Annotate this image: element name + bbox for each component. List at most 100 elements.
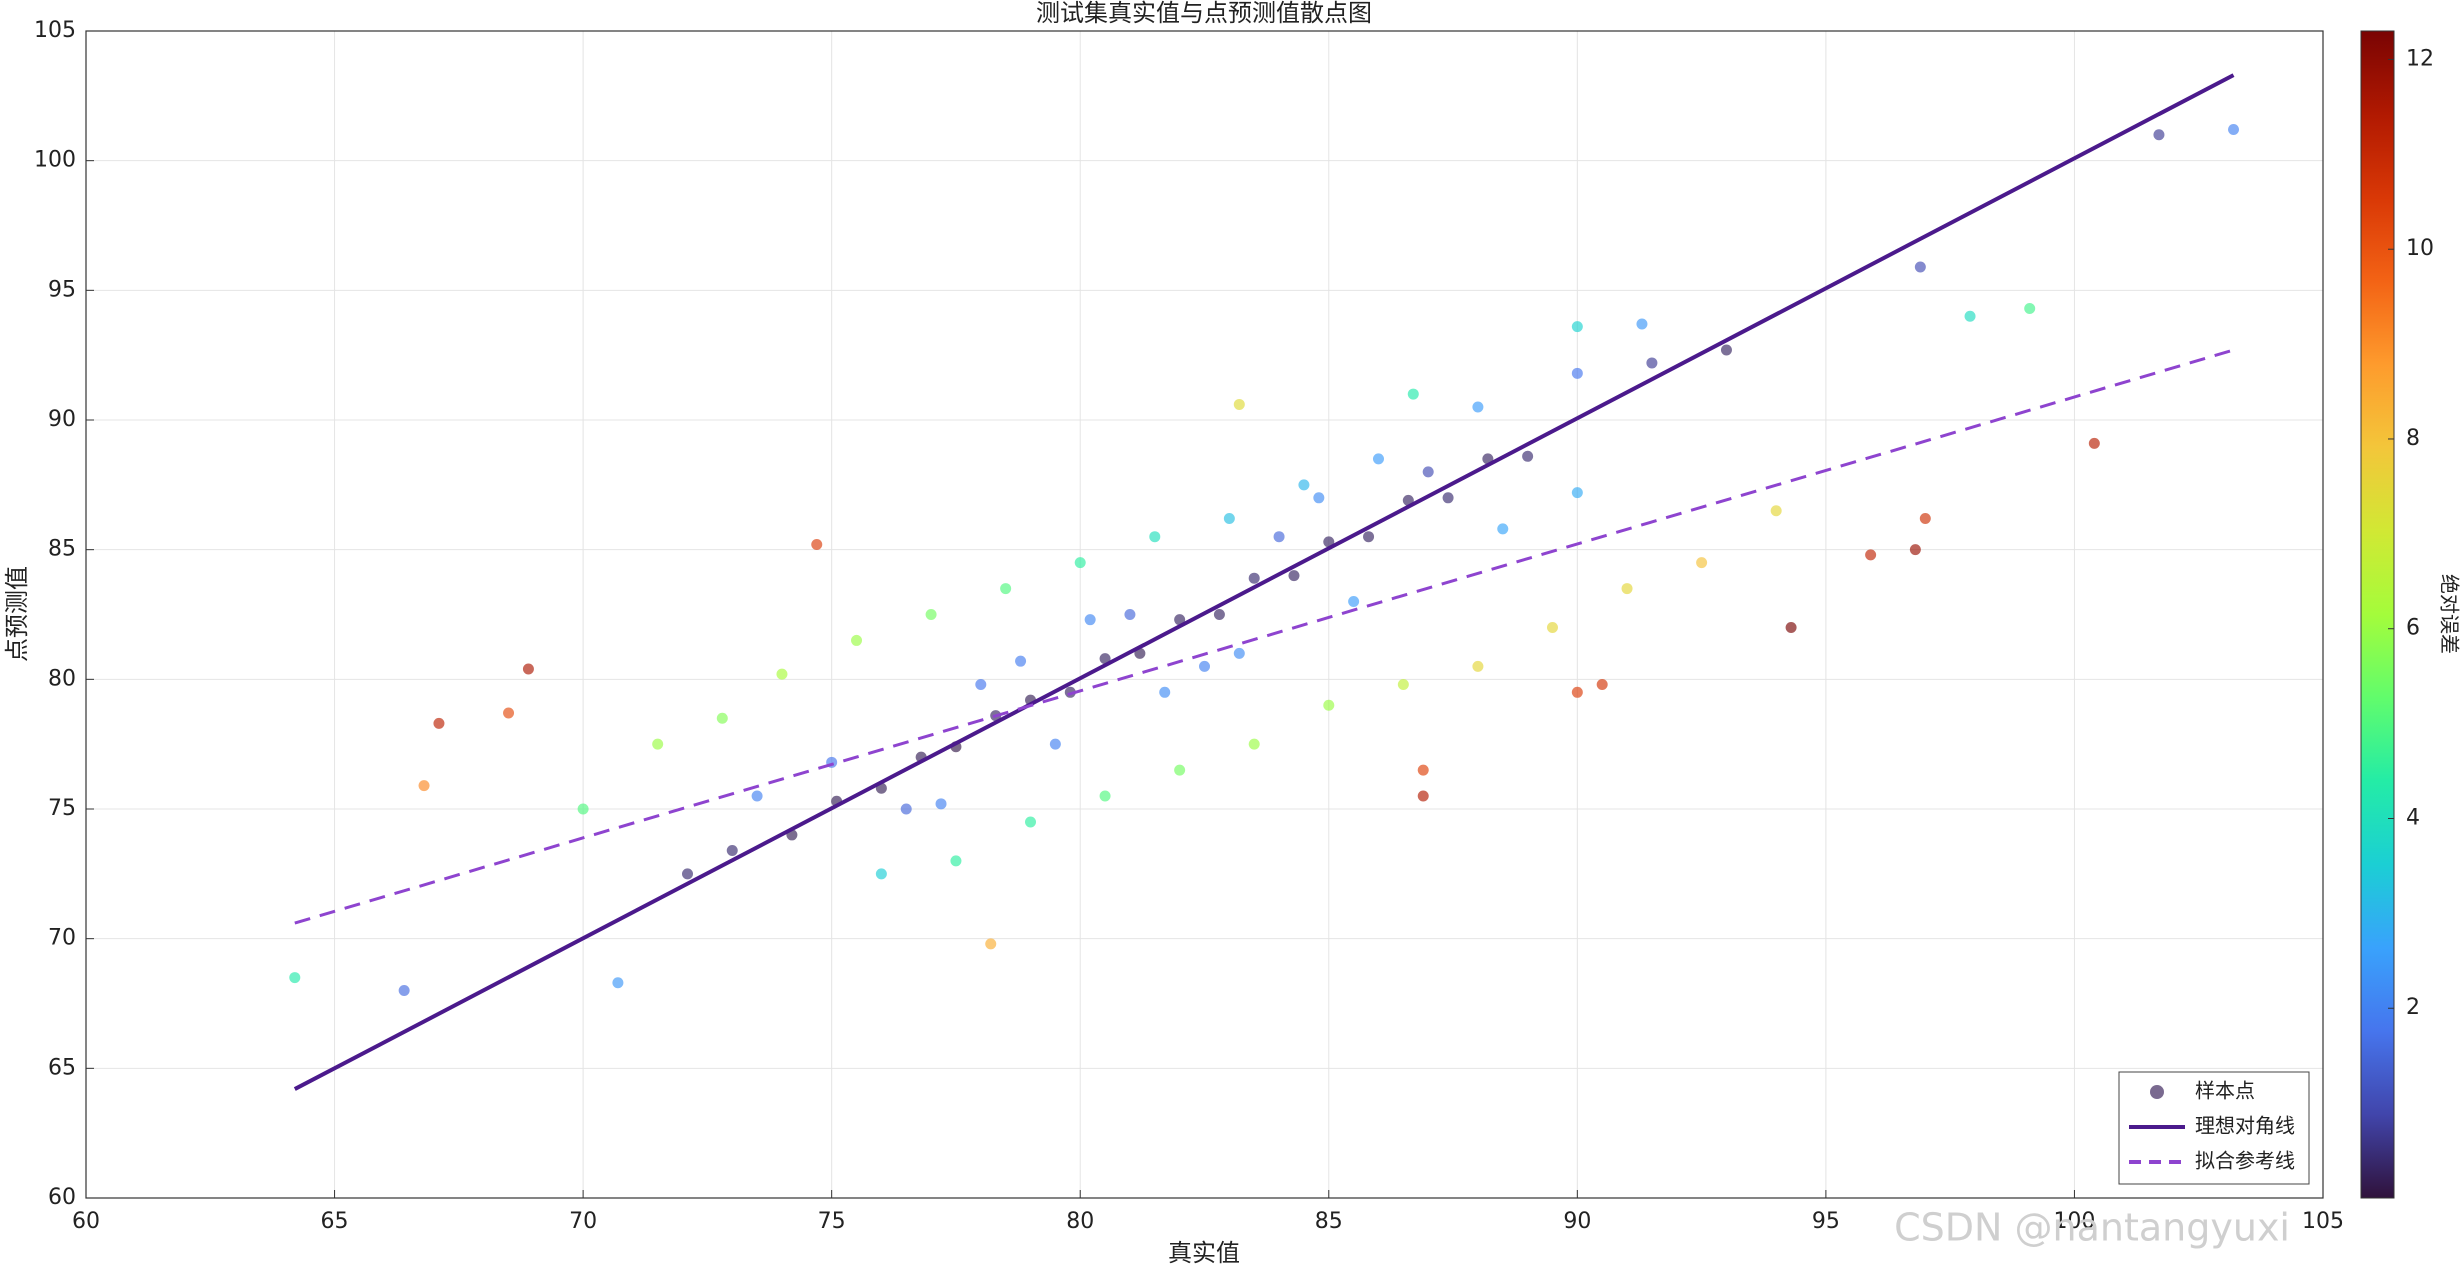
sample-point	[900, 803, 912, 815]
sample-point	[1372, 453, 1384, 465]
legend-marker	[2150, 1085, 2164, 1099]
sample-point	[875, 868, 887, 880]
sample-point	[1248, 572, 1260, 584]
sample-point	[1149, 531, 1161, 543]
sample-point	[1159, 686, 1171, 698]
sample-point	[1124, 609, 1136, 620]
sample-point	[1025, 816, 1037, 828]
sample-point	[1696, 557, 1708, 569]
y-tick-label: 80	[48, 666, 76, 691]
sample-point	[1914, 261, 1926, 273]
reference-line	[293, 73, 2235, 1091]
x-tick-label: 100	[2053, 1209, 2095, 1234]
sample-point	[1348, 596, 1360, 608]
sample-point	[1323, 699, 1335, 711]
sample-point	[1049, 738, 1061, 750]
sample-point	[1397, 679, 1409, 691]
sample-point	[1785, 621, 1797, 633]
sample-point	[1363, 531, 1375, 543]
sample-point	[2088, 437, 2100, 449]
sample-point	[1223, 513, 1235, 525]
sample-point	[776, 668, 788, 680]
x-tick-label: 105	[2302, 1209, 2344, 1234]
sample-point	[1417, 790, 1429, 802]
sample-point	[1472, 660, 1484, 672]
sample-point	[1273, 531, 1285, 543]
colorbar-tick-label: 10	[2406, 236, 2434, 261]
sample-point	[1497, 523, 1509, 535]
sample-point	[1646, 357, 1658, 369]
x-axis-label: 真实值	[1168, 1239, 1240, 1267]
sample-point	[751, 790, 763, 802]
sample-point	[1621, 583, 1633, 595]
sample-point	[1720, 344, 1732, 356]
sample-point	[1909, 544, 1921, 556]
legend-label: 样本点	[2195, 1079, 2255, 1103]
y-tick-label: 70	[48, 926, 76, 951]
sample-point	[1571, 321, 1583, 333]
sample-point	[289, 972, 301, 984]
sample-point	[985, 938, 997, 950]
colorbar-tick-label: 12	[2406, 46, 2434, 71]
y-tick-label: 90	[48, 407, 76, 432]
sample-point	[1964, 310, 1976, 322]
y-axis-label: 点预测值	[3, 566, 31, 662]
colorbar-tick-label: 4	[2406, 805, 2420, 830]
sample-point	[935, 798, 947, 810]
colorbar-tick-label: 2	[2406, 995, 2420, 1020]
sample-point	[1546, 621, 1558, 633]
sample-point	[1099, 653, 1111, 665]
sample-point	[1174, 764, 1186, 776]
colorbar	[2360, 30, 2395, 1199]
sample-point	[1099, 790, 1111, 802]
x-tick-label: 60	[72, 1209, 100, 1234]
sample-point	[1288, 570, 1300, 582]
sample-point	[1084, 614, 1096, 626]
sample-point	[1015, 655, 1027, 667]
sample-point	[1407, 388, 1419, 400]
y-tick-label: 75	[48, 796, 76, 821]
sample-point	[1313, 492, 1325, 504]
sample-point	[2024, 302, 2036, 314]
colorbar-label: 绝对误差	[2438, 574, 2461, 654]
colorbar-tick-label: 6	[2406, 616, 2420, 641]
sample-point	[398, 985, 410, 997]
sample-point	[418, 780, 430, 792]
sample-point	[522, 663, 534, 675]
plot-frame	[85, 30, 2324, 1199]
sample-point	[975, 679, 987, 691]
y-tick-label: 65	[48, 1055, 76, 1080]
y-tick-label: 95	[48, 277, 76, 302]
sample-point	[1522, 450, 1534, 462]
x-tick-label: 70	[569, 1209, 597, 1234]
sample-point	[1213, 609, 1225, 620]
sample-point	[1919, 513, 1931, 525]
sample-point	[1571, 367, 1583, 379]
sample-point	[1298, 479, 1310, 491]
sample-point	[811, 538, 823, 550]
x-tick-label: 75	[818, 1209, 846, 1234]
sample-point	[1422, 466, 1434, 478]
x-tick-label: 95	[1812, 1209, 1840, 1234]
sample-point	[1174, 614, 1186, 626]
sample-point	[2153, 129, 2165, 141]
sample-point	[1417, 764, 1429, 776]
sample-point	[851, 634, 863, 646]
sample-point	[652, 738, 664, 750]
y-tick-label: 105	[34, 18, 76, 43]
sample-point	[682, 868, 694, 880]
sample-point	[1596, 679, 1608, 691]
chart-title: 测试集真实值与点预测值散点图	[1036, 0, 1372, 27]
x-tick-label: 80	[1066, 1209, 1094, 1234]
sample-point	[612, 977, 624, 989]
sample-point	[433, 717, 445, 729]
legend-label: 理想对角线	[2195, 1114, 2295, 1138]
sample-point	[1571, 487, 1583, 499]
colorbar-tick-label: 8	[2406, 426, 2420, 451]
y-tick-label: 100	[34, 148, 76, 173]
sample-point	[1770, 505, 1782, 517]
sample-point	[1000, 583, 1012, 595]
sample-point	[950, 855, 962, 867]
y-tick-label: 60	[48, 1185, 76, 1210]
